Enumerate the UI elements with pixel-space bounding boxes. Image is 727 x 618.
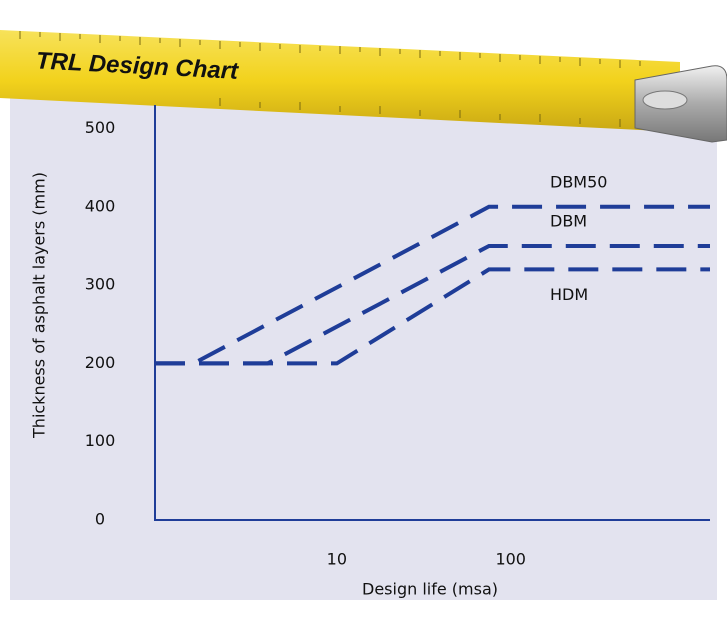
x-axis-title: Design life (msa) <box>362 580 498 599</box>
tape-ticks <box>19 31 641 127</box>
series-label: DBM50 <box>550 172 607 191</box>
y-tick-label: 400 <box>85 196 116 215</box>
y-tick-label: 200 <box>85 353 116 372</box>
y-tick-label: 0 <box>95 510 105 529</box>
y-axis-title: Thickness of asphalt layers (mm) <box>30 172 49 439</box>
tape-hole <box>642 90 688 110</box>
x-tick-label: 100 <box>495 550 526 569</box>
series-label: DBM <box>550 211 587 230</box>
x-tick-label: 10 <box>327 550 347 569</box>
series-line <box>155 267 710 366</box>
y-tick-label: 100 <box>85 431 116 450</box>
y-tick-label: 500 <box>85 118 116 137</box>
y-tick-label: 300 <box>85 275 116 294</box>
plot-background <box>10 90 717 600</box>
series-label: HDM <box>550 285 588 304</box>
axes <box>154 105 710 521</box>
tape-measure <box>0 30 680 132</box>
